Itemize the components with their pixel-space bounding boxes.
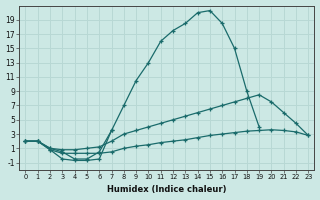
X-axis label: Humidex (Indice chaleur): Humidex (Indice chaleur) — [107, 185, 227, 194]
